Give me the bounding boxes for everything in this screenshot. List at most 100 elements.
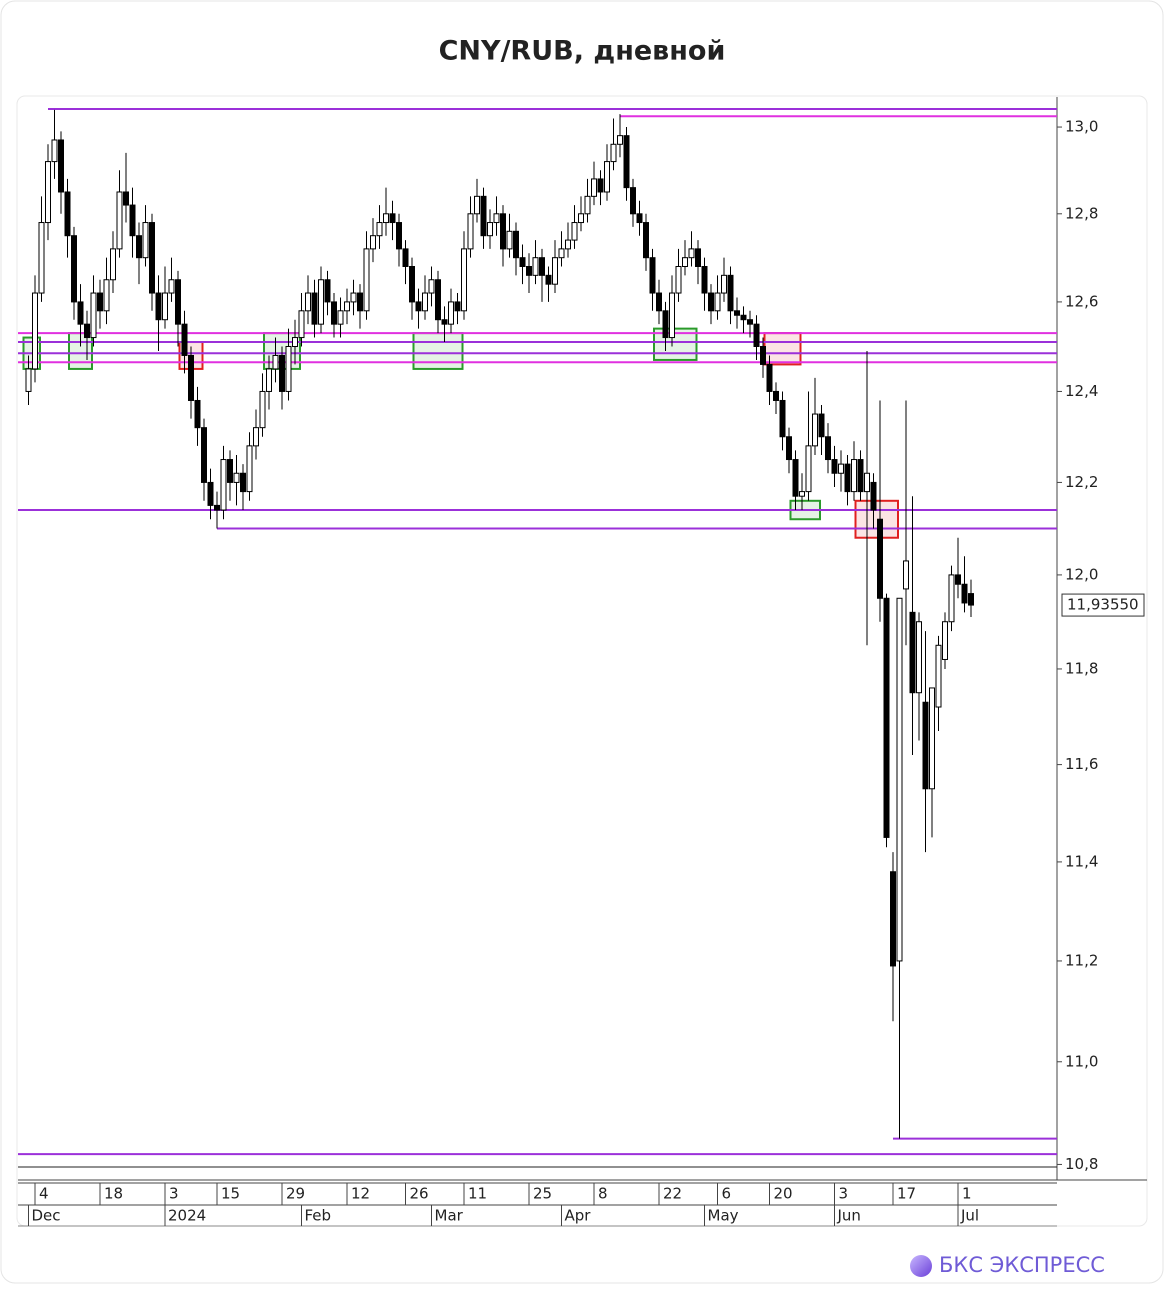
candle-body xyxy=(929,687,935,790)
y-tick-label: 11,8 xyxy=(1065,659,1098,677)
candle-body xyxy=(545,274,552,285)
candle-body xyxy=(571,222,578,241)
brand: БКС ЭКСПРЕСС xyxy=(939,1253,1105,1277)
candle-body xyxy=(233,472,240,483)
candle-body xyxy=(890,871,896,967)
candle-body xyxy=(259,390,266,429)
candle-body xyxy=(324,279,331,303)
candle-body xyxy=(474,195,480,215)
candle-body xyxy=(266,368,272,392)
candle-body xyxy=(370,235,376,250)
x-tick-label: 18 xyxy=(104,1185,123,1203)
candle-body xyxy=(708,292,714,312)
candle-body xyxy=(136,235,142,259)
x-tick-label: 11 xyxy=(468,1185,487,1203)
candle-body xyxy=(344,301,350,312)
candle-body xyxy=(84,323,90,339)
candle-body xyxy=(519,257,526,268)
chart-title: CNY/RUB, дневной xyxy=(439,36,726,67)
month-label: Apr xyxy=(565,1207,592,1225)
candle-body xyxy=(77,301,84,325)
candle-body xyxy=(305,292,311,312)
candle-body xyxy=(877,518,883,599)
candle-body xyxy=(97,292,103,312)
candle-body xyxy=(487,222,493,237)
candle-body xyxy=(792,459,799,497)
y-tick-label: 12,8 xyxy=(1065,204,1098,222)
candle-body xyxy=(409,266,415,303)
candle-body xyxy=(727,274,734,312)
candle-body xyxy=(155,292,162,321)
x-tick-label: 12 xyxy=(351,1185,370,1203)
candle-body xyxy=(773,390,779,401)
candle-body xyxy=(227,459,233,483)
candle-body xyxy=(552,257,558,285)
chart-panel xyxy=(16,95,1148,1227)
brand-icon xyxy=(910,1255,932,1277)
candle-body xyxy=(688,248,695,259)
y-tick-label: 11,2 xyxy=(1065,951,1098,969)
candle-body xyxy=(734,310,740,316)
candle-body xyxy=(493,213,500,224)
candle-body xyxy=(168,279,175,294)
candle-body xyxy=(350,292,357,303)
candle-body xyxy=(682,257,688,268)
candle-body xyxy=(396,222,402,250)
candle-body xyxy=(51,139,58,163)
candle-body xyxy=(643,222,649,259)
candle-body xyxy=(747,319,753,325)
candle-body xyxy=(961,583,968,604)
candle-body xyxy=(539,257,545,276)
candle-body xyxy=(110,248,116,281)
candle-body xyxy=(207,481,214,506)
candle-body xyxy=(253,427,259,447)
candle-body xyxy=(116,191,123,250)
candle-body xyxy=(812,413,818,447)
candle-body xyxy=(597,178,604,193)
candle-body xyxy=(64,191,71,237)
candle-body xyxy=(584,195,591,215)
candle-body xyxy=(565,239,571,250)
candle-body xyxy=(454,301,461,312)
y-tick-label: 12,6 xyxy=(1065,292,1098,310)
candle-body xyxy=(389,213,396,224)
candle-body xyxy=(149,222,155,294)
candle-body xyxy=(864,472,870,493)
candle-body xyxy=(610,143,617,163)
candle-body xyxy=(337,310,344,325)
y-tick-label: 12,0 xyxy=(1065,565,1098,583)
candle-body xyxy=(903,560,909,590)
candle-body xyxy=(194,399,201,429)
candle-body xyxy=(318,279,324,325)
candle-body xyxy=(123,191,129,206)
candle-body xyxy=(857,459,864,493)
candle-body xyxy=(311,292,318,325)
candle-body xyxy=(896,597,903,962)
candle-body xyxy=(968,593,974,606)
candle-body xyxy=(909,611,916,694)
candle-body xyxy=(500,213,506,250)
candle-body xyxy=(142,222,149,259)
candle-body xyxy=(831,459,838,474)
candle-body xyxy=(38,222,45,294)
x-tick-label: 4 xyxy=(39,1185,49,1203)
candle-body xyxy=(786,436,792,461)
last-price-label: 11,93550 xyxy=(1067,596,1139,614)
candle-body xyxy=(188,354,194,401)
candle-body xyxy=(779,399,786,438)
candle-body xyxy=(942,621,948,660)
candle-body xyxy=(760,345,766,365)
candle-body xyxy=(71,235,77,303)
candle-body xyxy=(90,292,97,339)
candle-body xyxy=(916,621,922,694)
candle-body xyxy=(402,248,409,268)
month-label: Feb xyxy=(305,1207,332,1225)
candle-body xyxy=(623,135,630,189)
candle-body xyxy=(669,292,675,339)
candle-body xyxy=(649,257,656,294)
candle-body xyxy=(604,161,610,193)
x-tick-label: 22 xyxy=(663,1185,682,1203)
month-label: 2024 xyxy=(168,1207,206,1225)
candle-body xyxy=(740,314,747,321)
